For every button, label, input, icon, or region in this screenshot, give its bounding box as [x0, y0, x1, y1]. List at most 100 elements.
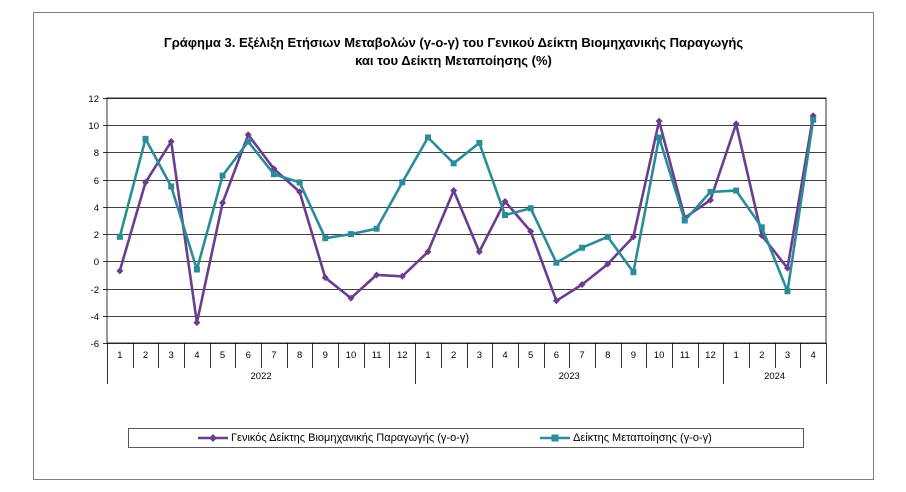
- y-tick-label: 12: [88, 94, 99, 105]
- data-point: [527, 205, 534, 212]
- data-point: [527, 227, 535, 235]
- data-point: [450, 187, 458, 195]
- x-tick-label: 9: [631, 350, 636, 361]
- legend-label-general-index: Γενικός Δείκτης Βιομηχανικής Παραγωγής (…: [231, 432, 470, 444]
- x-tick-label: 12: [705, 350, 716, 361]
- data-point: [604, 233, 611, 240]
- x-tick-label: 3: [785, 350, 790, 361]
- data-point: [244, 131, 252, 139]
- data-point: [116, 267, 124, 275]
- data-point: [296, 179, 303, 186]
- data-point: [732, 120, 740, 128]
- x-tick-label: 5: [528, 350, 533, 361]
- x-tick-label: 1: [425, 350, 430, 361]
- data-point: [347, 294, 355, 302]
- data-point: [245, 138, 252, 145]
- data-point: [629, 233, 637, 241]
- x-tick-label: 2: [143, 350, 148, 361]
- data-point: [424, 134, 431, 141]
- y-tick-label: -4: [91, 312, 99, 323]
- data-point: [399, 179, 406, 186]
- data-point: [424, 248, 432, 256]
- legend: Γενικός Δείκτης Βιομηχανικής Παραγωγής (…: [128, 428, 804, 448]
- x-tick-label: 1: [733, 350, 738, 361]
- data-point: [810, 116, 817, 123]
- x-tick-label: 12: [397, 350, 408, 361]
- data-point: [656, 134, 663, 141]
- x-tick-label: 6: [554, 350, 559, 361]
- year-label: 2024: [764, 371, 785, 382]
- data-point: [476, 139, 483, 146]
- series-lines: [116, 112, 817, 327]
- y-tick-label: 8: [94, 148, 99, 159]
- data-point: [655, 117, 663, 125]
- data-point: [373, 271, 381, 279]
- data-point: [142, 178, 150, 186]
- data-point: [450, 160, 457, 167]
- data-point: [707, 188, 714, 195]
- x-tick-label: 7: [579, 350, 584, 361]
- x-tick-label: 10: [346, 350, 357, 361]
- series-line: [118, 115, 815, 324]
- data-point: [784, 288, 791, 295]
- data-point: [193, 319, 201, 327]
- legend-item-general-index: Γενικός Δείκτης Βιομηχανικής Παραγωγής (…: [198, 432, 469, 444]
- x-tick-label: 8: [297, 350, 302, 361]
- legend-label-manufacturing-index: Δείκτης Μεταποίησης (γ-ο-γ): [573, 432, 712, 444]
- x-tick-label: 3: [169, 350, 174, 361]
- legend-line-manufacturing-index: [540, 434, 571, 442]
- data-point: [270, 171, 277, 178]
- chart-title: Γράφημα 3. Εξέλιξη Ετήσιων Μεταβολών (γ-…: [33, 34, 874, 70]
- data-point: [347, 231, 354, 238]
- data-point: [219, 199, 227, 207]
- x-tick-label: 2: [759, 350, 764, 361]
- chart-title-line-2: και του Δείκτη Μεταποίησης (%): [355, 53, 552, 68]
- data-point: [475, 248, 483, 256]
- chart-frame: [33, 12, 874, 480]
- data-point: [193, 266, 200, 273]
- chart-title-line-1: Γράφημα 3. Εξέλιξη Ετήσιων Μεταβολών (γ-…: [163, 35, 744, 50]
- legend-line-general-index: [198, 434, 228, 442]
- data-point: [398, 272, 406, 280]
- data-point: [321, 274, 329, 282]
- data-point: [219, 172, 226, 179]
- data-point: [373, 225, 380, 232]
- data-point: [579, 244, 586, 251]
- series-1: [116, 116, 817, 295]
- x-tick-label: 2: [451, 350, 456, 361]
- y-tick-label: 0: [94, 257, 99, 268]
- x-tick-label: 4: [502, 350, 507, 361]
- x-tick-label: 4: [811, 350, 816, 361]
- data-point: [681, 217, 688, 224]
- data-point: [142, 135, 149, 142]
- x-tick-label: 5: [220, 350, 225, 361]
- x-tick-label: 11: [680, 350, 690, 361]
- data-point: [706, 196, 714, 204]
- series-0: [116, 112, 817, 327]
- year-label: 2022: [251, 371, 272, 382]
- data-point: [553, 259, 560, 266]
- y-tick-label: -6: [91, 339, 99, 350]
- data-point: [116, 233, 123, 240]
- data-point: [758, 224, 765, 231]
- x-tick-label: 9: [323, 350, 328, 361]
- x-tick-label: 6: [246, 350, 251, 361]
- data-point: [630, 269, 637, 276]
- x-tick-label: 1: [117, 350, 122, 361]
- data-point: [604, 260, 612, 268]
- x-tick-label: 4: [194, 350, 199, 361]
- data-point: [168, 183, 175, 190]
- data-point: [501, 197, 509, 205]
- y-tick-label: 2: [94, 230, 99, 241]
- y-tick-label: -2: [91, 285, 99, 296]
- data-point: [578, 280, 586, 288]
- data-point: [322, 235, 329, 242]
- data-point: [783, 264, 791, 272]
- legend-item-manufacturing-index: Δείκτης Μεταποίησης (γ-ο-γ): [540, 432, 712, 444]
- data-point: [167, 138, 175, 146]
- y-tick-label: 10: [88, 121, 99, 132]
- gridlines: [106, 97, 827, 344]
- x-tick-label: 8: [605, 350, 610, 361]
